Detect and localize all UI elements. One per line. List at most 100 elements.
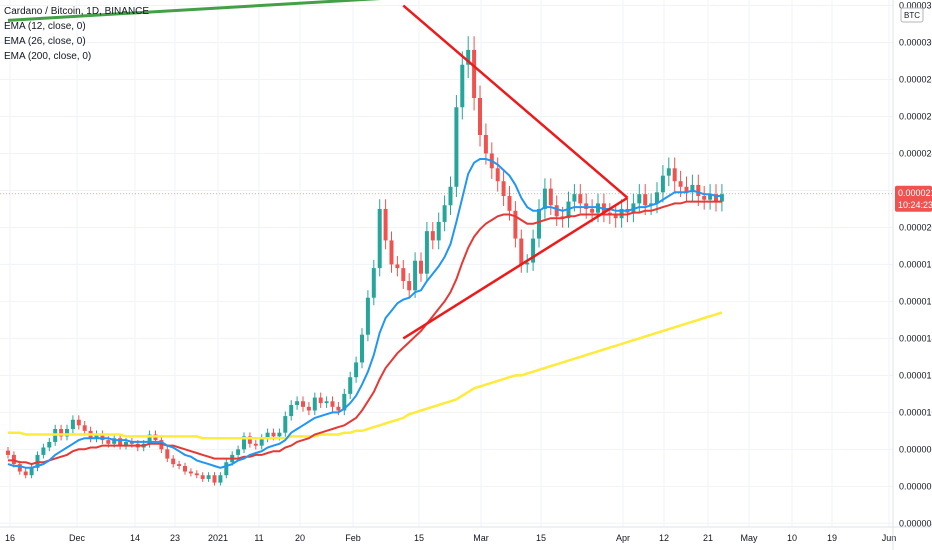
candle[interactable] — [424, 231, 429, 274]
legend-ema26[interactable]: EMA (26, close, 0) — [4, 36, 86, 47]
candle[interactable] — [336, 406, 341, 411]
currency-badge[interactable] — [900, 7, 924, 23]
candle[interactable] — [253, 443, 258, 446]
candle[interactable] — [342, 393, 347, 411]
candle[interactable] — [17, 464, 22, 472]
candle[interactable] — [188, 471, 193, 474]
triangle-upper-line[interactable] — [402, 4, 629, 199]
candle[interactable] — [613, 214, 618, 219]
candle[interactable] — [578, 194, 583, 204]
candle[interactable] — [684, 186, 689, 193]
candle[interactable] — [407, 281, 412, 291]
candle[interactable] — [436, 221, 441, 241]
candle[interactable] — [306, 406, 311, 411]
candle[interactable] — [666, 168, 671, 176]
candle[interactable] — [590, 208, 595, 213]
legend-ema12[interactable]: EMA (12, close, 0) — [4, 21, 86, 32]
legend-ema200[interactable]: EMA (200, close, 0) — [4, 51, 92, 62]
candle[interactable] — [277, 432, 282, 437]
candle[interactable] — [348, 377, 353, 394]
candle[interactable] — [212, 475, 217, 483]
candle[interactable] — [389, 240, 394, 265]
candle[interactable] — [301, 401, 305, 407]
candle[interactable] — [478, 98, 482, 135]
last-price-tag[interactable] — [895, 185, 932, 212]
candle[interactable] — [171, 458, 176, 465]
candle[interactable] — [719, 194, 724, 202]
candle[interactable] — [265, 432, 270, 439]
candle[interactable] — [442, 205, 447, 222]
candle[interactable] — [183, 465, 187, 472]
candle[interactable] — [513, 210, 518, 239]
candle[interactable] — [672, 168, 677, 182]
candle[interactable] — [702, 196, 707, 200]
candle[interactable] — [354, 362, 359, 378]
candle[interactable] — [554, 205, 559, 217]
candle[interactable] — [472, 49, 477, 99]
candle[interactable] — [708, 194, 713, 200]
candle[interactable] — [147, 434, 152, 444]
candle[interactable] — [454, 107, 459, 187]
candle[interactable] — [247, 436, 252, 444]
candle[interactable] — [29, 467, 34, 476]
candle[interactable] — [483, 134, 488, 154]
candle[interactable] — [519, 238, 524, 265]
candle[interactable] — [47, 441, 52, 448]
candle[interactable] — [678, 181, 683, 187]
candle[interactable] — [76, 419, 81, 426]
candle[interactable] — [194, 473, 199, 476]
candle[interactable] — [70, 419, 75, 429]
candle[interactable] — [548, 188, 553, 206]
candle[interactable] — [312, 397, 317, 411]
candle[interactable] — [324, 401, 329, 404]
candle[interactable] — [377, 208, 382, 269]
candle[interactable] — [655, 192, 659, 204]
candle[interactable] — [448, 186, 453, 206]
candle[interactable] — [531, 238, 536, 263]
candle[interactable] — [94, 434, 99, 439]
candle[interactable] — [383, 208, 388, 241]
candle[interactable] — [371, 268, 376, 298]
candle[interactable] — [295, 401, 300, 405]
candle[interactable] — [283, 416, 288, 433]
candle[interactable] — [224, 462, 229, 476]
candle[interactable] — [572, 194, 577, 202]
triangle-lower-line[interactable] — [402, 196, 629, 340]
trendline-green[interactable] — [7, 0, 734, 22]
candle[interactable] — [643, 194, 648, 206]
candle[interactable] — [501, 181, 506, 197]
candle[interactable] — [206, 475, 211, 479]
candle[interactable] — [236, 449, 241, 455]
candle[interactable] — [6, 450, 10, 455]
candle[interactable] — [460, 64, 465, 108]
candle[interactable] — [401, 268, 406, 282]
candle[interactable] — [177, 464, 182, 466]
candle[interactable] — [218, 475, 223, 483]
candle[interactable] — [360, 334, 364, 363]
candle[interactable] — [41, 447, 46, 455]
candle[interactable] — [318, 397, 323, 404]
candle[interactable] — [23, 471, 28, 476]
candle[interactable] — [495, 168, 500, 182]
ema200-line[interactable] — [8, 311, 723, 440]
candle[interactable] — [59, 428, 64, 437]
candle[interactable] — [525, 262, 530, 265]
candle[interactable] — [289, 404, 294, 417]
candle[interactable] — [714, 194, 718, 202]
candle[interactable] — [65, 428, 69, 437]
candle[interactable] — [118, 438, 123, 446]
candle[interactable] — [660, 175, 665, 193]
candle[interactable] — [430, 231, 435, 241]
candle[interactable] — [200, 475, 205, 479]
candle[interactable] — [419, 260, 423, 274]
candle[interactable] — [507, 196, 512, 211]
candle[interactable] — [242, 436, 246, 450]
candle[interactable] — [365, 297, 370, 335]
candle[interactable] — [82, 425, 87, 431]
candle[interactable] — [690, 184, 695, 193]
candle[interactable] — [637, 194, 642, 204]
candle[interactable] — [106, 440, 111, 444]
candle[interactable] — [537, 208, 541, 239]
candle[interactable] — [165, 449, 170, 459]
